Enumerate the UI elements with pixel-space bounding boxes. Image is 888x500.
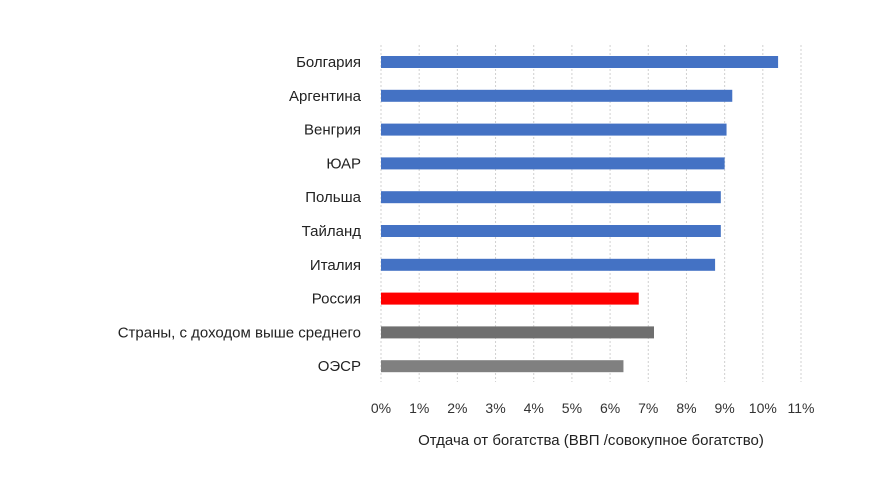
x-tick-label: 7% [638,400,658,416]
category-label: Аргентина [289,88,362,105]
x-tick-label: 11% [788,400,815,416]
bar [381,89,733,102]
x-tick-label: 2% [447,400,467,416]
x-tick-label: 5% [562,400,582,416]
category-labels: Болгария Аргентина Венгрия ЮАР Польша Тайланд… [118,54,362,375]
bar [381,258,716,271]
category-label: Тайланд [302,223,362,240]
x-tick-label: 9% [715,400,735,416]
bar [381,360,624,373]
x-tick-label: 1% [409,400,429,416]
x-tick-label: 4% [524,400,544,416]
category-label: Италия [310,257,361,274]
bar [381,56,779,68]
x-tick-label: 0% [371,400,391,416]
category-label: Болгария [296,54,361,71]
x-tick-label: 6% [600,400,620,416]
bar [381,157,725,170]
category-label: Россия [312,291,361,308]
category-label: Венгрия [304,122,361,139]
bar [381,123,727,136]
bar [381,326,654,339]
bars [381,56,779,373]
bar [381,292,639,305]
x-tick-labels: 0% 1% 2% 3% 4% 5% 6% 7% 8% 9% 10% 11% [371,400,815,416]
x-axis-title: Отдача от богатства (ВВП /совокупное бог… [418,432,764,449]
category-label: ЮАР [326,155,361,172]
bar [381,225,721,237]
x-tick-label: 10% [749,400,777,416]
category-label: ОЭСР [318,358,361,375]
category-label: Страны, с доходом выше среднего [118,324,361,341]
category-label: Польша [305,189,361,206]
x-tick-label: 8% [676,400,696,416]
x-tick-label: 3% [485,400,505,416]
bar [381,191,721,204]
